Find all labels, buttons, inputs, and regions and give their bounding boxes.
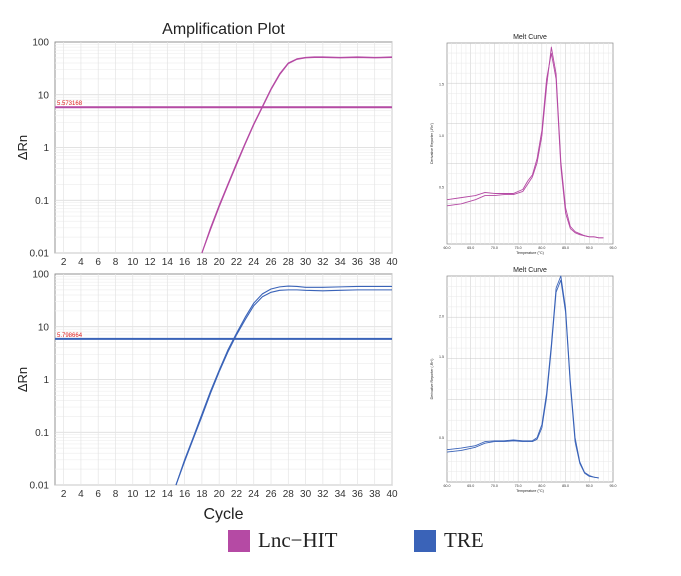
melt-bottom-x-tick-label: 65.0 bbox=[467, 484, 474, 488]
legend-tre: TRE bbox=[414, 528, 484, 553]
melt-top-series-line-2 bbox=[446, 46, 604, 239]
melt-top-y-tick-label: 0.5 bbox=[439, 186, 444, 190]
melt-top-y-tick-label: 1.5 bbox=[439, 82, 444, 86]
amp-top-title: Amplification Plot bbox=[162, 21, 285, 38]
melt-top-x-tick-label: 70.0 bbox=[491, 246, 498, 250]
amp-top-y-tick-label: 1 bbox=[43, 143, 49, 154]
melt-bottom-y-tick-label: 0.5 bbox=[439, 436, 444, 440]
melt-top-x-tick-label: 90.0 bbox=[586, 246, 593, 250]
amp-top-x-tick-label: 20 bbox=[214, 257, 226, 268]
amp-bottom-x-tick-label: 16 bbox=[179, 489, 191, 500]
melt-bottom-x-tick-label: 60.0 bbox=[444, 484, 451, 488]
amp-bottom-x-tick-label: 12 bbox=[144, 489, 156, 500]
melt-bottom-y-tick-label: 1.5 bbox=[439, 355, 444, 359]
amp-top-x-tick-label: 34 bbox=[335, 257, 347, 268]
amp-bottom-x-tick-label: 8 bbox=[113, 489, 119, 500]
amp-bottom-y-tick-label: 100 bbox=[32, 270, 49, 281]
amp-bottom-x-tick-label: 20 bbox=[214, 489, 226, 500]
melt-top-x-tick-label: 65.0 bbox=[467, 246, 474, 250]
amp-top-y-tick-label: 10 bbox=[38, 90, 50, 101]
legend-lnc-hit: Lnc−HIT bbox=[228, 528, 337, 553]
amp-top-series-line-2 bbox=[201, 56, 393, 254]
amp-bottom-x-tick-label: 22 bbox=[231, 489, 243, 500]
melt-bottom-y-axis-label: Derivative Reporter (-Rn') bbox=[430, 359, 434, 400]
melt-top-title: Melt Curve bbox=[513, 34, 547, 41]
amp-top-x-tick-label: 40 bbox=[386, 257, 398, 268]
melt-bottom-x-tick-label: 85.0 bbox=[562, 484, 569, 488]
amp-bottom-x-tick-label: 26 bbox=[265, 489, 277, 500]
amp-bottom-x-tick-label: 24 bbox=[248, 489, 260, 500]
amp-top-x-tick-label: 28 bbox=[283, 257, 295, 268]
amp-top-x-tick-label: 38 bbox=[369, 257, 381, 268]
amp-bottom-x-tick-label: 4 bbox=[78, 489, 84, 500]
amp-top-x-tick-label: 32 bbox=[317, 257, 329, 268]
legend-label-tre: TRE bbox=[444, 528, 484, 552]
amp-top-x-tick-label: 8 bbox=[113, 257, 119, 268]
amp-bottom-y-tick-label: 0.1 bbox=[35, 428, 49, 439]
melt-bottom-title: Melt Curve bbox=[513, 267, 547, 274]
amp-bottom-x-tick-label: 30 bbox=[300, 489, 312, 500]
amp-bottom-x-tick-label: 10 bbox=[127, 489, 139, 500]
amp-top-x-tick-label: 24 bbox=[248, 257, 260, 268]
amp-top-y-axis-label: ΔRn bbox=[15, 135, 30, 160]
melt-bottom-series-line-2 bbox=[446, 279, 599, 479]
melt-top-x-tick-label: 95.0 bbox=[610, 246, 617, 250]
amp-bottom-x-tick-label: 32 bbox=[317, 489, 329, 500]
amp-bottom-x-tick-label: 2 bbox=[61, 489, 67, 500]
amp-bottom-x-tick-label: 40 bbox=[386, 489, 398, 500]
amp-top-x-tick-label: 4 bbox=[78, 257, 84, 268]
amp-bottom-x-tick-label: 28 bbox=[283, 489, 295, 500]
amp-top-x-tick-label: 2 bbox=[61, 257, 67, 268]
amp-top-x-tick-label: 10 bbox=[127, 257, 139, 268]
amp-top-threshold-label: 5.573168 bbox=[57, 101, 83, 107]
amp-bottom-series-line-1 bbox=[175, 285, 392, 486]
amp-bottom-x-tick-label: 18 bbox=[196, 489, 208, 500]
melt-bottom-x-tick-label: 80.0 bbox=[538, 484, 545, 488]
legend-swatch-lnc-hit bbox=[228, 529, 250, 552]
amp-top-x-tick-label: 36 bbox=[352, 257, 364, 268]
amp-top-x-tick-label: 22 bbox=[231, 257, 243, 268]
amp-bottom-y-tick-label: 1 bbox=[43, 375, 49, 386]
melt-top-x-tick-label: 60.0 bbox=[444, 246, 451, 250]
amp-bottom-x-tick-label: 36 bbox=[352, 489, 364, 500]
amp-top-y-tick-label: 0.01 bbox=[30, 249, 50, 260]
amp-bottom-x-tick-label: 38 bbox=[369, 489, 381, 500]
melt-top-x-tick-label: 85.0 bbox=[562, 246, 569, 250]
melt-bottom-x-tick-label: 95.0 bbox=[610, 484, 617, 488]
melt-top-y-axis-label: Derivative Reporter (-Rn') bbox=[430, 123, 434, 164]
amp-top-y-tick-label: 0.1 bbox=[35, 196, 49, 207]
melt-top-x-tick-label: 75.0 bbox=[515, 246, 522, 250]
amp-top-x-tick-label: 12 bbox=[144, 257, 156, 268]
melt-bottom-x-tick-label: 90.0 bbox=[586, 484, 593, 488]
melt-bottom-y-tick-label: 2.0 bbox=[439, 315, 444, 319]
amp-top-y-tick-label: 100 bbox=[32, 38, 49, 49]
amp-bottom-x-tick-label: 34 bbox=[335, 489, 347, 500]
amp-bottom-series-line-2 bbox=[175, 289, 392, 486]
amp-top-x-tick-label: 30 bbox=[300, 257, 312, 268]
amp-bottom-x-tick-label: 14 bbox=[162, 489, 174, 500]
amp-top-x-tick-label: 18 bbox=[196, 257, 208, 268]
amp-top-x-tick-label: 6 bbox=[95, 257, 101, 268]
amp-top-x-tick-label: 16 bbox=[179, 257, 191, 268]
amp-bottom-x-axis-label: Cycle bbox=[203, 506, 243, 523]
amp-top-x-tick-label: 26 bbox=[265, 257, 277, 268]
melt-bottom-x-tick-label: 75.0 bbox=[515, 484, 522, 488]
melt-bottom-x-tick-label: 70.0 bbox=[491, 484, 498, 488]
melt-bottom-x-axis-label: Temperature (°C) bbox=[516, 489, 544, 493]
amp-bottom-x-tick-label: 6 bbox=[95, 489, 101, 500]
melt-top-x-tick-label: 80.0 bbox=[538, 246, 545, 250]
amp-bottom-y-axis-label: ΔRn bbox=[15, 367, 30, 392]
melt-top-y-tick-label: 1.0 bbox=[439, 134, 444, 138]
amp-bottom-y-tick-label: 10 bbox=[38, 322, 50, 333]
amp-bottom-y-tick-label: 0.01 bbox=[30, 481, 50, 492]
amp-bottom-threshold-label: 5.798664 bbox=[57, 333, 83, 339]
legend-label-lnc-hit: Lnc−HIT bbox=[258, 528, 338, 552]
legend-swatch-tre bbox=[414, 529, 436, 552]
amp-top-x-tick-label: 14 bbox=[162, 257, 174, 268]
melt-top-x-axis-label: Temperature (°C) bbox=[516, 251, 544, 255]
